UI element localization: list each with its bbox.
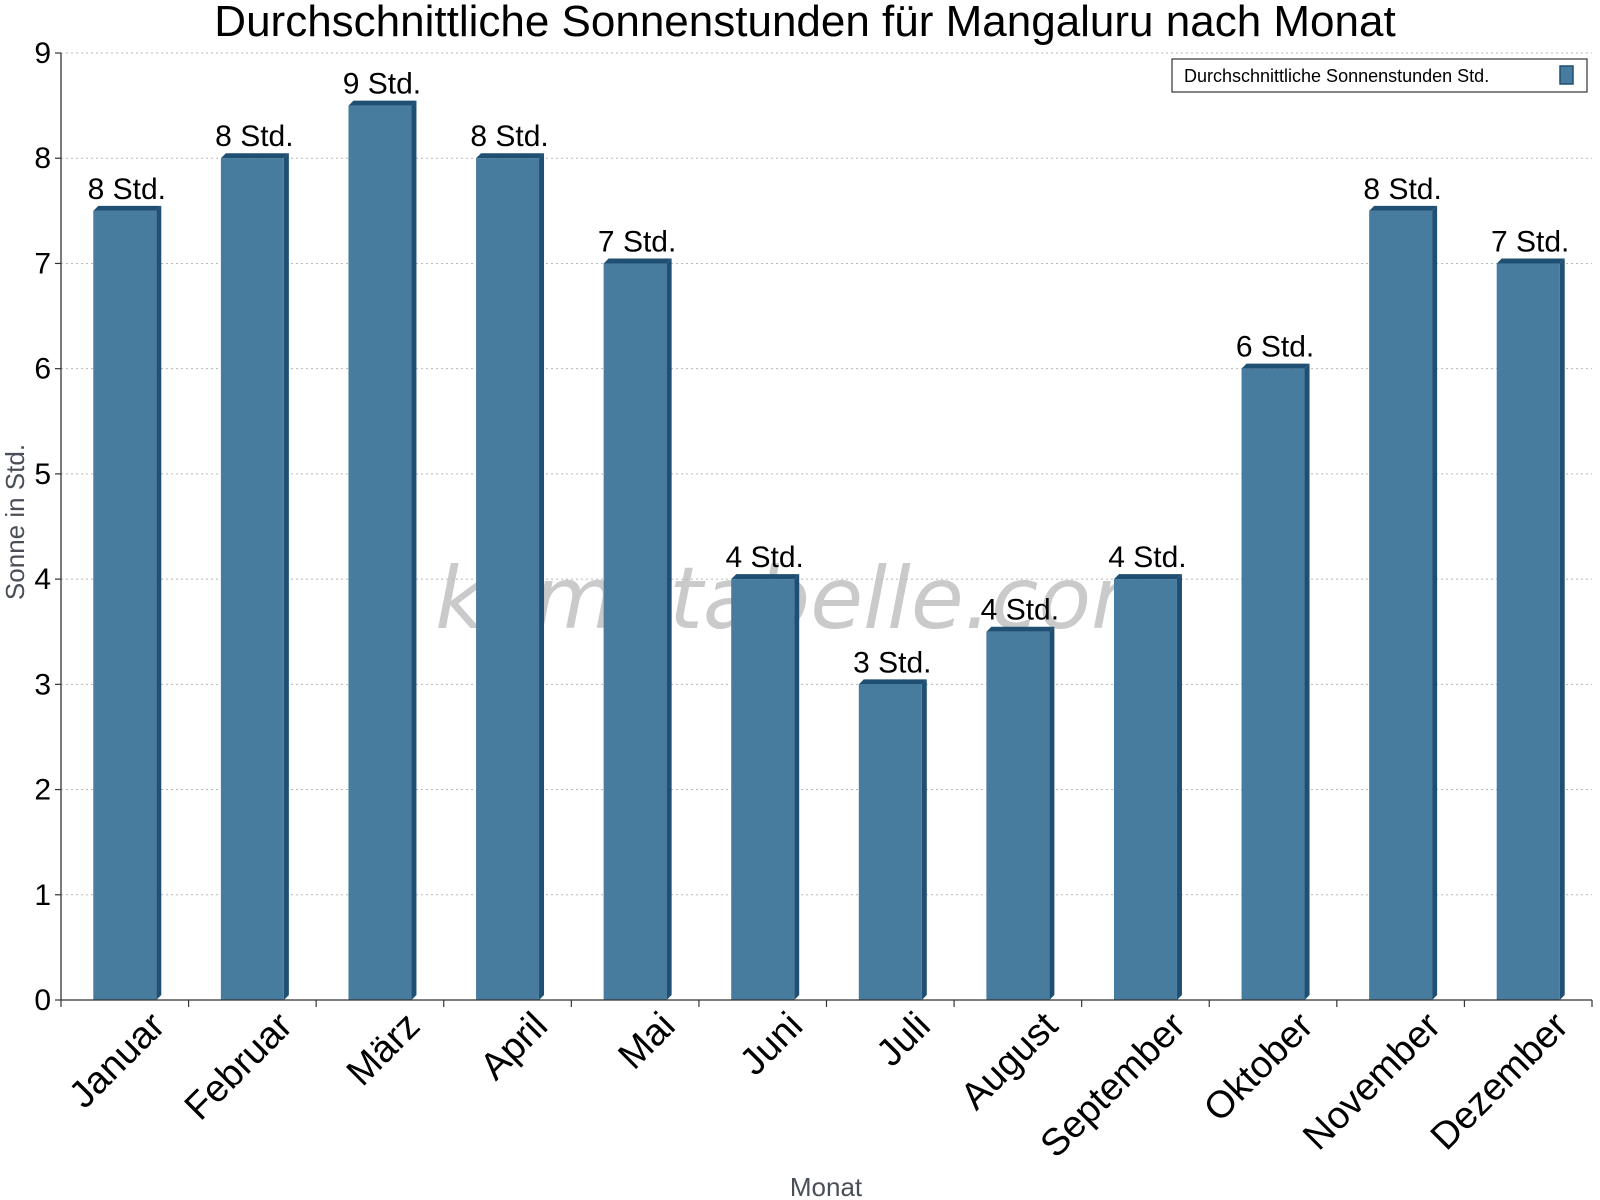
bar-front [1113,579,1177,1000]
x-tick-label: Dezember [1423,1004,1577,1158]
y-tick-label: 2 [34,774,51,807]
y-tick-label: 4 [34,563,51,596]
legend-label: Durchschnittliche Sonnenstunden Std. [1184,66,1489,86]
bars [93,100,1565,1001]
data-label: 7 Std. [598,225,676,258]
bar-front [986,631,1050,1000]
bar-front [1496,263,1560,1000]
x-tick-label: März [339,1005,428,1094]
bar-top [986,626,1055,632]
bar-top [1369,205,1438,211]
y-axis-title: Sonne in Std. [0,444,30,600]
bar [348,100,417,1001]
x-tick-label: Oktober [1196,1004,1322,1130]
data-label: 8 Std. [88,173,166,206]
bar-top [476,153,545,159]
bar [603,258,672,1000]
bar [731,574,800,1000]
y-tick-label: 8 [34,142,51,175]
bar-side [794,574,800,1000]
bar-side [1049,626,1055,1000]
x-tick-label: August [953,1004,1067,1118]
bar-front [858,684,922,1000]
bar [1241,363,1310,1001]
bar-top [93,205,162,211]
bar-top [1241,363,1310,369]
x-tick-label: November [1295,1004,1449,1158]
data-label: 4 Std. [726,541,804,574]
watermark: klimatabelle.com [435,549,1175,649]
y-tick-label: 3 [34,668,51,701]
legend-swatch [1559,65,1574,85]
data-label: 3 Std. [853,646,931,679]
bar-top [1113,574,1182,580]
bar [1369,205,1438,1001]
x-tick-label: Juni [732,1005,811,1084]
legend: Durchschnittliche Sonnenstunden Std. [1171,58,1588,93]
bar-front [1241,368,1305,1001]
bar-front [731,579,795,1000]
bar-side [411,100,417,1001]
data-labels: 8 Std. 8 Std. 9 Std. 8 Std. 7 Std. 4 Std. 3 St… [88,68,1570,680]
bar-side [666,258,672,1000]
bar [986,626,1055,1000]
bar-front [1369,210,1433,1001]
bar-side [921,679,927,1000]
x-tick-label: April [472,1005,555,1088]
bar [858,679,927,1000]
bar-side [1176,574,1182,1000]
bar-side [156,205,162,1001]
chart-title: Durchschnittliche Sonnenstunden für Mang… [214,0,1395,46]
bar [220,153,289,1000]
bar [1113,574,1182,1000]
bar-front [220,158,284,1000]
y-tick-label: 7 [34,247,51,280]
bar-front [603,263,667,1000]
x-tick-label: Mai [610,1005,683,1078]
x-axis-title: Monat [790,1172,863,1200]
bar-top [1496,258,1565,264]
x-tick-label: Januar [61,1004,173,1116]
bar-side [1304,363,1310,1001]
data-label: 7 Std. [1491,225,1569,258]
bar-top [603,258,672,264]
data-label: 8 Std. [1363,173,1441,206]
bar-side [1559,258,1565,1000]
y-tick-label: 6 [34,353,51,386]
bar-side [539,153,545,1000]
y-tick-label: 5 [34,458,51,491]
gridlines [61,52,1592,896]
bar-top [348,100,417,106]
data-label: 9 Std. [343,68,421,101]
x-tick-label: Februar [177,1004,301,1128]
y-tick-label: 0 [34,984,51,1017]
bar-top [220,153,289,159]
bar-side [283,153,289,1000]
bar-front [93,210,157,1001]
x-tick-label: Juli [869,1005,939,1075]
bar-top [731,574,800,580]
bar-side [1432,205,1438,1001]
data-label: 4 Std. [981,594,1059,627]
bar [1496,258,1565,1000]
bar-front [348,105,412,1001]
bar [476,153,545,1000]
legend-box [1171,58,1588,93]
bar-top [858,679,927,685]
y-tick-label: 9 [34,37,51,70]
data-label: 8 Std. [215,120,293,153]
bar [93,205,162,1001]
y-tick-label: 1 [34,879,51,912]
data-label: 8 Std. [470,120,548,153]
data-label: 6 Std. [1236,331,1314,364]
bar-front [476,158,540,1000]
data-label: 4 Std. [1108,541,1186,574]
